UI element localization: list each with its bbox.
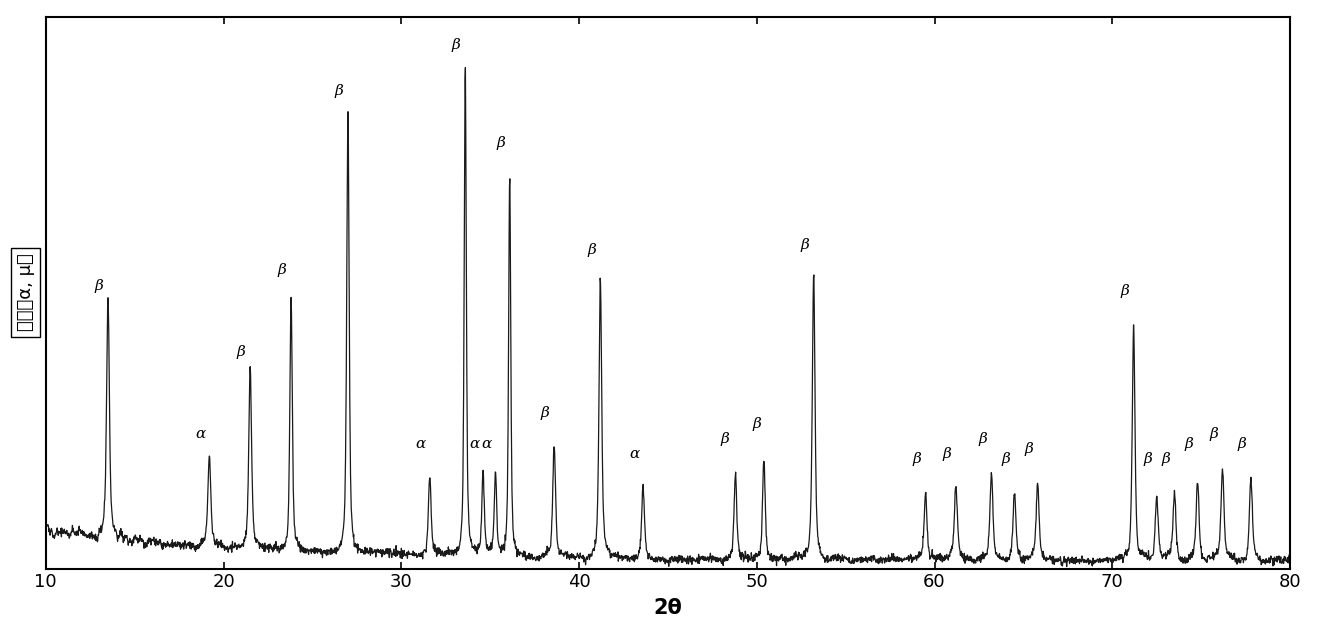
- X-axis label: 2θ: 2θ: [654, 598, 683, 618]
- Text: β: β: [1144, 452, 1152, 466]
- Text: α: α: [415, 437, 426, 451]
- Text: α: α: [195, 427, 206, 441]
- Text: β: β: [497, 135, 505, 149]
- Text: β: β: [1002, 452, 1010, 466]
- Text: β: β: [95, 279, 104, 293]
- Text: β: β: [1161, 452, 1170, 466]
- Text: α: α: [629, 447, 639, 461]
- Text: β: β: [1185, 437, 1193, 451]
- Text: β: β: [753, 417, 762, 431]
- Text: β: β: [278, 264, 286, 277]
- Text: α: α: [481, 437, 492, 451]
- Y-axis label: 强度（α, μ）: 强度（α, μ）: [17, 254, 34, 331]
- Text: α: α: [469, 437, 480, 451]
- Text: β: β: [942, 447, 952, 461]
- Text: β: β: [800, 237, 809, 251]
- Text: β: β: [452, 39, 461, 53]
- Text: β: β: [1209, 427, 1218, 441]
- Text: β: β: [978, 432, 987, 446]
- Text: β: β: [912, 452, 921, 466]
- Text: β: β: [721, 432, 729, 446]
- Text: β: β: [237, 345, 245, 359]
- Text: β: β: [587, 243, 596, 257]
- Text: β: β: [335, 84, 344, 98]
- Text: β: β: [1024, 442, 1033, 456]
- Text: β: β: [1120, 284, 1130, 298]
- Text: β: β: [540, 406, 550, 420]
- Text: β: β: [1238, 437, 1247, 451]
